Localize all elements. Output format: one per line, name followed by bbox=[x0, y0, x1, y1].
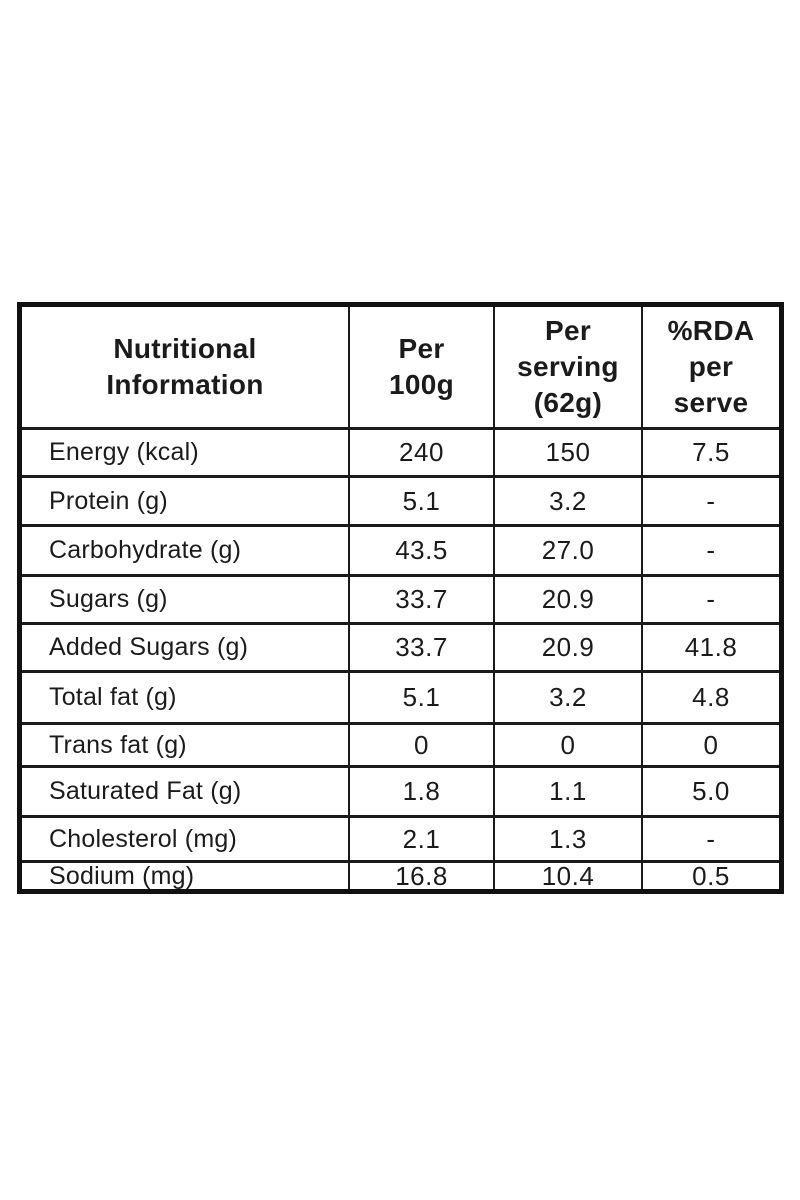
nutrient-label: Protein (g) bbox=[22, 475, 350, 524]
nutrient-value-per-serving: 1.1 bbox=[495, 765, 643, 815]
nutrient-label: Saturated Fat (g) bbox=[22, 765, 350, 815]
nutrient-value-per-100g: 16.8 bbox=[350, 860, 495, 889]
nutrient-label: Cholesterol (mg) bbox=[22, 815, 350, 860]
header-rda-per-serve: %RDA per serve bbox=[667, 315, 755, 418]
nutrient-value-per-serving: 20.9 bbox=[495, 574, 643, 622]
nutrient-label: Trans fat (g) bbox=[22, 722, 350, 765]
nutrient-value-rda-per-serve: 41.8 bbox=[643, 622, 779, 670]
nutrient-value-rda-per-serve: - bbox=[643, 524, 779, 574]
nutrient-value-per-serving: 3.2 bbox=[495, 475, 643, 524]
nutrient-value-per-100g: 2.1 bbox=[350, 815, 495, 860]
nutrient-value-rda-per-serve: 7.5 bbox=[643, 427, 779, 475]
nutrient-value-per-100g: 43.5 bbox=[350, 524, 495, 574]
nutrient-value-rda-per-serve: 0.5 bbox=[643, 860, 779, 889]
nutrient-value-per-serving: 10.4 bbox=[495, 860, 643, 889]
nutrient-value-per-100g: 33.7 bbox=[350, 622, 495, 670]
nutrient-value-per-serving: 3.2 bbox=[495, 670, 643, 722]
nutrient-value-rda-per-serve: - bbox=[643, 815, 779, 860]
nutrient-value-rda-per-serve: - bbox=[643, 574, 779, 622]
nutrient-value-per-100g: 1.8 bbox=[350, 765, 495, 815]
nutrient-value-per-serving: 20.9 bbox=[495, 622, 643, 670]
nutrient-value-per-serving: 150 bbox=[495, 427, 643, 475]
nutrient-value-per-100g: 33.7 bbox=[350, 574, 495, 622]
header-nutritional-information: Nutritional Information bbox=[22, 307, 350, 427]
header-per-100g: Per 100g bbox=[350, 307, 495, 427]
nutrient-value-per-100g: 5.1 bbox=[350, 670, 495, 722]
nutrient-label: Carbohydrate (g) bbox=[22, 524, 350, 574]
nutrient-value-rda-per-serve: - bbox=[643, 475, 779, 524]
nutrient-value-per-100g: 240 bbox=[350, 427, 495, 475]
nutrition-facts-table: Nutritional Information Per 100g Per ser… bbox=[17, 302, 784, 894]
nutrient-label: Sodium (mg) bbox=[22, 860, 350, 889]
nutrient-value-rda-per-serve: 4.8 bbox=[643, 670, 779, 722]
nutrient-value-rda-per-serve: 5.0 bbox=[643, 765, 779, 815]
nutrient-value-per-serving: 0 bbox=[495, 722, 643, 765]
nutrient-value-per-serving: 1.3 bbox=[495, 815, 643, 860]
nutrient-value-per-100g: 5.1 bbox=[350, 475, 495, 524]
nutrient-label: Sugars (g) bbox=[22, 574, 350, 622]
nutrient-value-per-100g: 0 bbox=[350, 722, 495, 765]
nutrient-value-per-serving: 27.0 bbox=[495, 524, 643, 574]
header-per-serving: Per serving (62g) bbox=[495, 307, 643, 427]
nutrient-label: Energy (kcal) bbox=[22, 427, 350, 475]
nutrient-label: Added Sugars (g) bbox=[22, 622, 350, 670]
nutrient-value-rda-per-serve: 0 bbox=[643, 722, 779, 765]
nutrient-label: Total fat (g) bbox=[22, 670, 350, 722]
